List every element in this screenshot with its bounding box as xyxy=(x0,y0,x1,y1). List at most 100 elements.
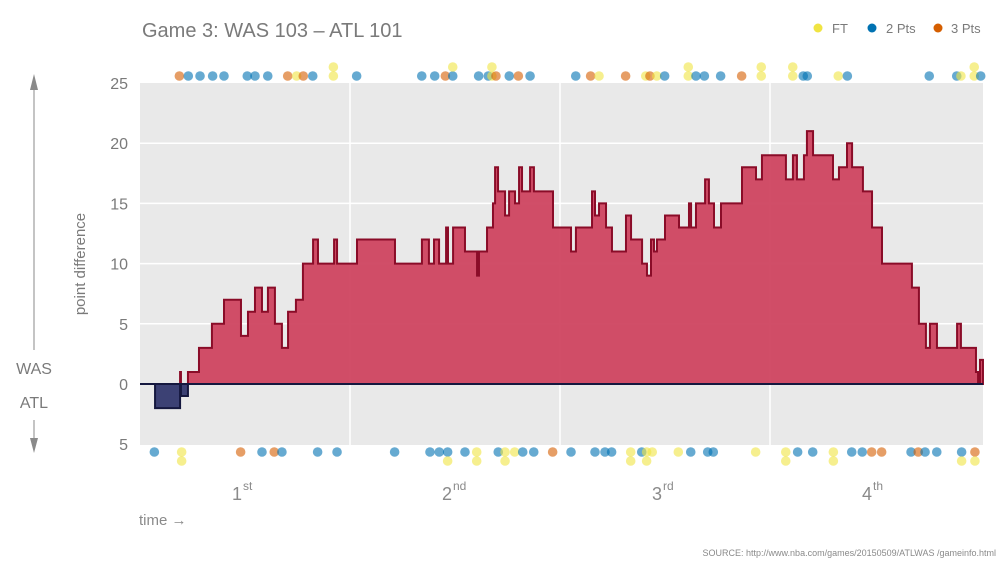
atl-score-dot xyxy=(471,447,482,457)
y-tick-labels: 25 20 15 10 5 0 5 xyxy=(110,76,128,454)
quarter-label-suffix: st xyxy=(243,479,253,493)
was-score-dot xyxy=(447,62,458,72)
was-score-dot xyxy=(802,71,813,81)
was-score-dot xyxy=(491,71,501,81)
was-score-dot xyxy=(416,71,427,81)
atl-score-dot xyxy=(235,447,246,457)
y-tick-label: 25 xyxy=(110,76,128,93)
atl-score-dot xyxy=(176,447,187,457)
atl-score-dot xyxy=(434,447,445,457)
was-score-dot xyxy=(651,71,662,81)
atl-score-dot xyxy=(149,447,160,457)
was-score-dot xyxy=(447,71,458,81)
was-score-dot xyxy=(487,62,497,72)
atl-score-dot xyxy=(857,447,868,457)
atl-score-dot xyxy=(590,447,600,457)
atl-score-dot xyxy=(750,447,761,457)
was-score-dot xyxy=(307,71,318,81)
was-score-dot xyxy=(691,71,701,81)
atl-score-dot xyxy=(176,456,187,466)
legend-2pts-label: 2 Pts xyxy=(886,21,916,36)
atl-score-dot xyxy=(673,447,684,457)
was-score-dot xyxy=(585,71,596,81)
arrow-down-icon xyxy=(30,438,38,453)
was-score-dot xyxy=(594,71,604,81)
was-score-dot xyxy=(250,71,260,81)
was-score-dot xyxy=(645,71,655,81)
was-score-dot xyxy=(429,71,440,81)
atl-score-dot xyxy=(442,447,453,457)
legend-2pts-dot xyxy=(867,23,877,33)
legend-ft-dot xyxy=(813,23,823,33)
atl-label: ATL xyxy=(20,395,48,412)
atl-score-dot xyxy=(708,447,719,457)
atl-score-dot xyxy=(846,447,857,457)
atl-score-dot xyxy=(312,447,323,457)
y-tick-label: 20 xyxy=(110,136,128,153)
atl-score-dot xyxy=(500,456,510,466)
atl-score-dot xyxy=(906,447,916,457)
scoring-dots xyxy=(149,62,986,466)
atl-score-dot xyxy=(257,447,267,457)
atl-score-dot xyxy=(493,447,504,457)
was-score-dot xyxy=(262,71,273,81)
atl-score-dot xyxy=(913,447,924,457)
y-axis-label: point difference xyxy=(72,213,89,315)
arrow-up-icon xyxy=(30,74,38,90)
was-score-dot xyxy=(440,71,451,81)
y-tick-label: 10 xyxy=(110,257,128,274)
was-score-dot xyxy=(242,71,253,81)
margin-areas xyxy=(140,130,984,410)
atl-score-dot xyxy=(828,456,839,466)
was-score-dot xyxy=(756,71,767,81)
atl-score-dot xyxy=(970,447,980,457)
was-label: WAS xyxy=(16,361,52,378)
atl-score-dot xyxy=(792,447,803,457)
atl-score-dot xyxy=(641,456,652,466)
was-score-dot xyxy=(756,62,767,72)
quarter-label-suffix: rd xyxy=(663,479,674,493)
was-score-dot xyxy=(504,71,515,81)
legend: FT 2 Pts 3 Pts xyxy=(813,21,981,36)
atl-score-dot xyxy=(780,447,791,457)
quarter-label-suffix: th xyxy=(873,479,883,493)
atl-score-dot xyxy=(517,447,528,457)
was-score-dot xyxy=(183,71,194,81)
was-score-dot xyxy=(736,71,747,81)
y-tick-label: 5 xyxy=(119,437,128,454)
was-score-dot xyxy=(699,71,710,81)
was-score-dot xyxy=(219,71,229,81)
atl-score-dot xyxy=(547,447,558,457)
was-score-dot xyxy=(924,71,935,81)
atl-score-dot xyxy=(828,447,839,457)
was-score-dot xyxy=(659,71,670,81)
source-note: SOURCE: http://www.nba.com/games/2015050… xyxy=(703,548,996,558)
was-score-dot xyxy=(683,71,694,81)
quarter-label: 2 xyxy=(442,484,452,504)
atl-score-dot xyxy=(956,456,967,466)
was-score-dot xyxy=(298,71,309,81)
atl-score-dot xyxy=(471,456,482,466)
y-tick-label: 5 xyxy=(119,317,128,334)
atl-score-dot xyxy=(970,456,980,466)
was-score-dot xyxy=(525,71,535,81)
was-score-dot xyxy=(969,62,980,72)
atl-score-dot xyxy=(460,447,470,457)
y-tick-label: 0 xyxy=(119,377,128,394)
atl-score-dot xyxy=(425,447,435,457)
was-score-dot xyxy=(787,71,798,81)
quarter-label: 4 xyxy=(862,484,872,504)
was-score-dot xyxy=(174,71,185,81)
was-score-dot xyxy=(328,62,339,72)
was-score-dot xyxy=(473,71,484,81)
was-score-dot xyxy=(291,71,302,81)
atl-score-dot xyxy=(931,447,942,457)
atl-score-dot xyxy=(389,447,400,457)
x-axis-label: time → xyxy=(139,512,187,529)
atl-score-dot xyxy=(566,447,576,457)
atl-score-dot xyxy=(920,447,930,457)
atl-score-dot xyxy=(807,447,818,457)
atl-score-dot xyxy=(509,447,520,457)
